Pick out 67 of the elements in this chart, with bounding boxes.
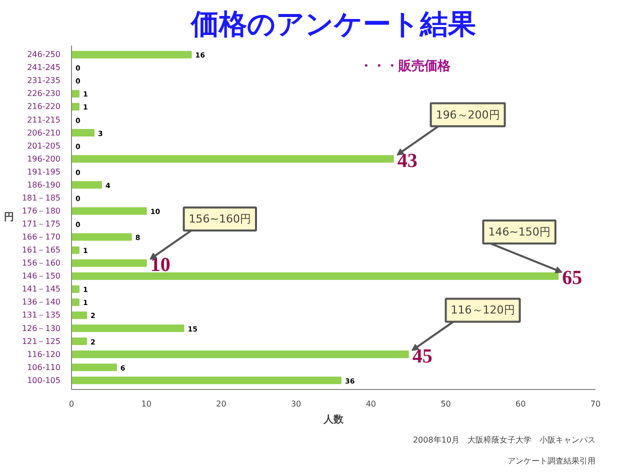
x-axis-title: 人数 — [322, 414, 344, 426]
data-label: 65 — [562, 267, 582, 290]
bar — [72, 207, 147, 215]
y-tick-label: 211-215 — [27, 115, 61, 124]
y-tick-label: 206-210 — [27, 128, 61, 138]
annotation: 146~150円 — [488, 226, 550, 239]
bar — [72, 376, 342, 384]
bar — [72, 285, 80, 293]
bar — [72, 272, 559, 280]
x-tick-label: 40 — [366, 400, 376, 408]
y-tick-label: 171－175 — [22, 220, 61, 229]
y-tick-label: 196-200 — [27, 154, 61, 164]
y-tick-label: 131－135 — [22, 310, 61, 320]
annotation: ・・・販売価格 — [360, 58, 452, 74]
y-tick-label: 181－185 — [22, 193, 61, 202]
x-tick-label: 60 — [516, 400, 526, 408]
y-tick-label: 241-245 — [27, 63, 61, 72]
x-tick-label: 50 — [440, 400, 451, 408]
bar — [72, 311, 87, 319]
annotation: 156~160円 — [188, 212, 252, 226]
annotation: 196～200円 — [436, 108, 500, 122]
text: 2008年10月 大阪樟蔭女子大学 小阪キャンパス — [412, 436, 596, 444]
annotation: 116～120円 — [450, 304, 515, 317]
y-tick-label: 156－160 — [22, 258, 61, 268]
chart-title: 価格のアンケート結果 — [190, 8, 476, 40]
bar — [72, 246, 80, 254]
x-tick-label: 70 — [590, 400, 601, 408]
y-tick-label: 246-250 — [27, 50, 61, 60]
y-tick-label: 176－180 — [22, 206, 61, 216]
y-axis-title: 円 — [4, 212, 14, 223]
y-tick-label: 121－125 — [22, 336, 61, 346]
y-tick-label: 100-105 — [27, 376, 61, 385]
y-tick-label: 186-190 — [27, 180, 61, 190]
x-tick-label: 0 — [68, 400, 74, 408]
y-tick-label: 136－140 — [22, 298, 61, 307]
y-tick-label: 191-195 — [27, 167, 61, 176]
bar — [72, 324, 184, 332]
data-label: 45 — [412, 345, 432, 368]
bar — [72, 338, 87, 346]
y-tick-label: 226-230 — [27, 89, 61, 98]
y-tick-label: 116-120 — [27, 350, 61, 359]
y-tick-label: 141－145 — [22, 284, 61, 294]
bar — [72, 298, 80, 306]
x-tick-label: 20 — [216, 400, 226, 408]
data-label: 10 — [150, 254, 170, 276]
bar — [72, 129, 94, 137]
x-tick-label: 10 — [141, 400, 152, 408]
bar — [72, 155, 394, 163]
bar — [72, 233, 132, 241]
y-tick-label: 231-235 — [27, 76, 61, 86]
y-tick-label: 166－170 — [22, 232, 61, 242]
bar — [72, 259, 147, 267]
bar — [72, 181, 102, 189]
y-tick-label: 106-110 — [27, 362, 61, 372]
y-tick-label: 216-220 — [27, 102, 61, 112]
y-tick-label: 146－150 — [22, 272, 61, 281]
y-tick-label: 161－165 — [22, 246, 61, 255]
data-label: 43 — [397, 150, 418, 172]
bar — [72, 364, 117, 372]
bar — [72, 102, 80, 110]
text: アンケート調査結果引用 — [508, 456, 596, 466]
bar — [72, 90, 80, 98]
bar — [72, 50, 192, 58]
y-tick-label: 126－130 — [22, 324, 61, 333]
bar — [72, 350, 409, 358]
x-tick-label: 30 — [290, 400, 302, 408]
y-tick-label: 201-205 — [27, 141, 61, 150]
